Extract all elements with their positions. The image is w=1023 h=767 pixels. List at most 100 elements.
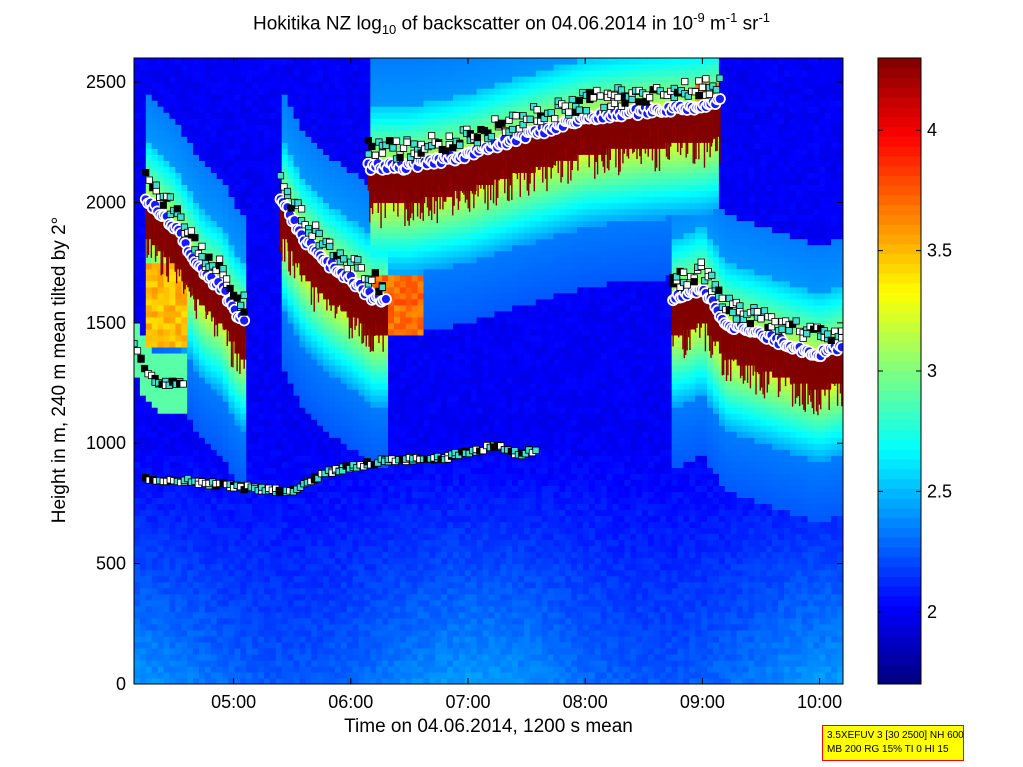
heatmap-cell	[328, 623, 336, 631]
heatmap-cell	[134, 190, 141, 198]
heatmap-cell	[358, 545, 366, 553]
heatmap-cell	[358, 665, 366, 673]
heatmap-cell	[275, 503, 283, 511]
heatmap-cell	[287, 593, 295, 601]
heatmap-cell	[216, 419, 224, 426]
heatmap-cell	[388, 629, 395, 637]
heatmap-cell	[287, 142, 295, 149]
heatmap-cell	[157, 431, 165, 438]
heatmap-cell	[139, 106, 147, 113]
heatmap-cell	[228, 653, 236, 661]
heatmap-cell	[305, 527, 312, 535]
heatmap-cell	[252, 100, 259, 107]
heatmap-cell	[216, 539, 224, 547]
heatmap-cell	[134, 262, 141, 270]
heatmap-cell	[317, 64, 324, 71]
heatmap-cell	[145, 569, 153, 577]
heatmap-cell	[393, 497, 401, 505]
heatmap-cell	[157, 130, 165, 137]
heatmap-cell	[258, 383, 265, 390]
heatmap-cell	[216, 575, 224, 583]
heatmap-cell	[169, 557, 176, 565]
heatmap-cell	[157, 461, 165, 468]
heatmap-cell	[358, 130, 366, 137]
heatmap-cell	[222, 557, 230, 565]
heatmap-cell	[134, 160, 141, 167]
heatmap-cell	[222, 383, 230, 390]
heatmap-cell	[399, 551, 407, 559]
heatmap-cell	[216, 611, 224, 619]
heatmap-cell	[346, 76, 354, 83]
heatmap-cell	[263, 274, 271, 282]
heatmap-cell	[411, 340, 419, 348]
heatmap-cell	[305, 431, 312, 438]
heatmap-cell	[187, 677, 194, 684]
heatmap-cell	[358, 419, 366, 426]
heatmap-cell	[305, 377, 312, 384]
heatmap-cell	[393, 521, 401, 529]
heatmap-cell	[204, 190, 212, 198]
heatmap-cell	[258, 124, 265, 131]
heatmap-cell	[323, 665, 330, 673]
heatmap-cell	[305, 346, 312, 354]
heatmap-cell	[287, 160, 295, 167]
heatmap-cell	[198, 545, 206, 553]
heatmap-cell	[275, 407, 283, 414]
heatmap-cell	[275, 545, 283, 553]
heatmap-cell	[175, 635, 182, 643]
heatmap-cell	[252, 94, 259, 101]
heatmap-cell	[163, 304, 171, 312]
heatmap-cell	[323, 581, 330, 589]
heatmap-cell	[305, 322, 312, 330]
heatmap-cell	[145, 509, 153, 517]
heatmap-cell	[376, 100, 383, 107]
heatmap-cell	[399, 389, 407, 396]
heatmap-cell	[376, 665, 383, 673]
heatmap-cell	[228, 509, 236, 517]
heatmap-cell	[204, 665, 212, 673]
heatmap-cell	[175, 581, 182, 589]
heatmap-cell	[210, 364, 218, 372]
heatmap-cell	[382, 659, 389, 667]
heatmap-cell	[364, 527, 371, 535]
heatmap-cell	[411, 641, 419, 649]
heatmap-cell	[376, 443, 383, 450]
heatmap-cell	[311, 364, 318, 372]
heatmap-cell	[258, 635, 265, 643]
heatmap-cell	[269, 437, 277, 444]
heatmap-cell	[163, 659, 171, 667]
heatmap-cell	[299, 545, 306, 553]
heatmap-cell	[134, 202, 141, 210]
heatmap-cell	[145, 262, 153, 270]
heatmap-cell	[311, 178, 318, 185]
heatmap-cell	[328, 190, 336, 198]
heatmap-cell	[405, 629, 413, 637]
heatmap-cell	[411, 256, 419, 264]
heatmap-cell	[169, 130, 176, 137]
heatmap-cell	[405, 389, 413, 396]
heatmap-cell	[187, 419, 194, 426]
heatmap-cell	[281, 262, 289, 270]
heatmap-cell	[269, 665, 277, 673]
heatmap-cell	[193, 545, 200, 553]
heatmap-cell	[246, 647, 253, 655]
heatmap-cell	[293, 292, 301, 300]
heatmap-cell	[234, 268, 241, 276]
heatmap-cell	[293, 677, 301, 684]
heatmap-cell	[198, 82, 206, 89]
heatmap-cell	[346, 148, 354, 155]
heatmap-cell	[258, 509, 265, 517]
heatmap-cell	[364, 118, 371, 125]
heatmap-cell	[275, 358, 283, 366]
heatmap-cell	[193, 599, 200, 607]
heatmap-cell	[376, 346, 383, 354]
heatmap-cell	[311, 503, 318, 511]
heatmap-cell	[193, 172, 200, 179]
heatmap-cell	[252, 196, 259, 204]
heatmap-cell	[157, 124, 165, 131]
heatmap-cell	[364, 593, 371, 601]
heatmap-cell	[139, 587, 147, 595]
heatmap-cell	[145, 124, 153, 131]
heatmap-cell	[281, 533, 289, 541]
heatmap-cell	[405, 569, 413, 577]
